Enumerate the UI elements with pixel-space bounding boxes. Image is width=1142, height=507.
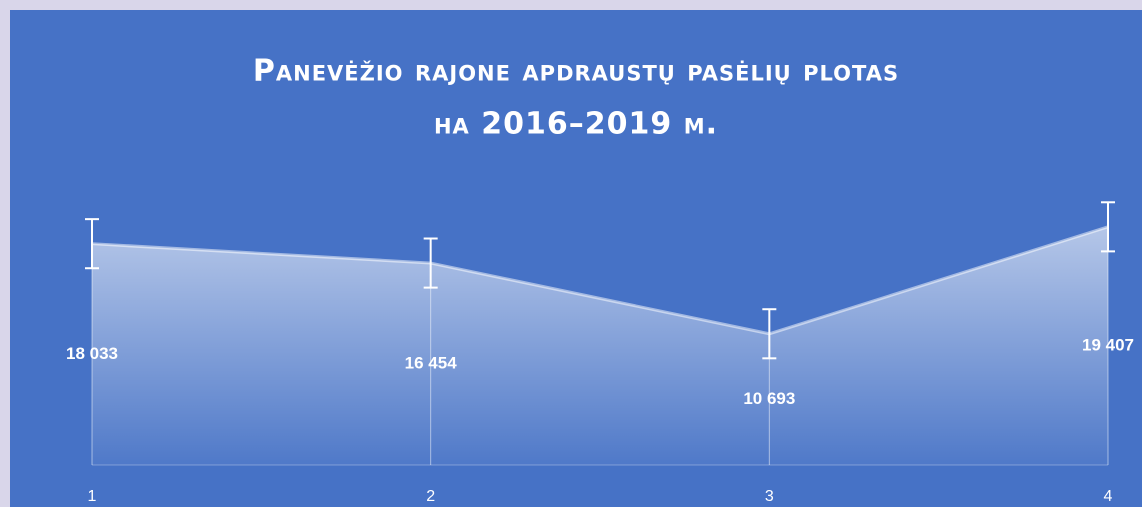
area-line <box>91 225 1109 336</box>
value-label: 18 033 <box>66 344 118 363</box>
area <box>92 226 1108 465</box>
x-tick-label: 1 <box>88 488 97 505</box>
x-tick-label: 3 <box>765 488 774 505</box>
value-label: 19 407 <box>1082 335 1134 354</box>
x-tick-label: 4 <box>1104 488 1113 505</box>
value-label: 16 454 <box>405 354 458 373</box>
chart-title: на 2016–2019 м. <box>434 107 718 142</box>
x-tick-label: 2 <box>426 488 435 505</box>
value-label: 10 693 <box>743 389 795 408</box>
chart-title: Panevėžio rajone apdraustų pasėlių plota… <box>253 54 899 89</box>
